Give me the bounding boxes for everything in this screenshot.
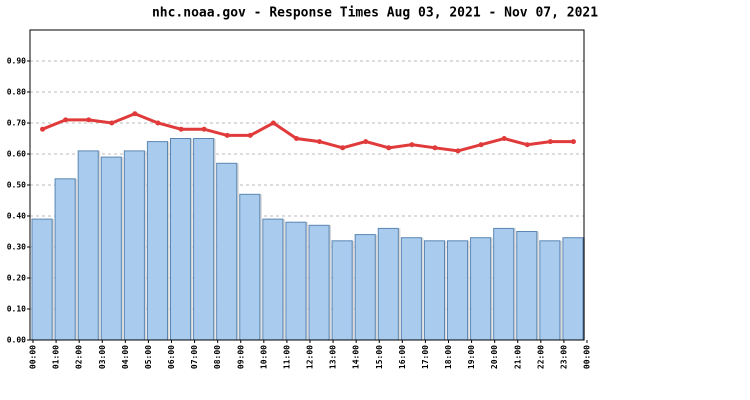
bar <box>423 240 445 341</box>
y-tick-label: 0.20 <box>7 274 26 283</box>
line <box>41 112 574 153</box>
bar <box>493 227 515 341</box>
line-marker <box>524 142 530 148</box>
y-tick-label: 0.70 <box>7 119 26 128</box>
line-marker <box>201 126 207 132</box>
x-tick-label: 12:00 <box>306 345 315 369</box>
x-tick-label: 00:00 <box>583 345 592 369</box>
y-tick-label: 0.50 <box>7 181 26 190</box>
line-marker <box>570 139 576 145</box>
bar <box>400 237 422 341</box>
bar <box>331 240 353 341</box>
bar <box>31 218 53 341</box>
x-tick-label: 04:00 <box>121 345 130 369</box>
x-tick-label: 09:00 <box>236 345 245 369</box>
bar <box>562 237 584 341</box>
x-tick-label: 01:00 <box>52 345 61 369</box>
x-tick-label: 21:00 <box>513 345 522 369</box>
x-tick-label: 23:00 <box>559 345 568 369</box>
x-tick-label: 13:00 <box>329 345 338 369</box>
bar <box>170 138 192 341</box>
x-tick-label: 05:00 <box>144 345 153 369</box>
x-tick-label: 14:00 <box>352 345 361 369</box>
line-marker <box>40 126 46 132</box>
y-tick-label: 0.80 <box>7 88 26 97</box>
line-marker <box>109 120 115 126</box>
line-marker <box>293 136 299 141</box>
bar <box>239 193 261 341</box>
bar <box>516 231 538 341</box>
bar <box>100 156 122 341</box>
y-tick-label: 0.90 <box>7 57 26 66</box>
x-tick-label: 16:00 <box>398 345 407 369</box>
x-tick-label: 19:00 <box>467 345 476 369</box>
x-tick-label: 17:00 <box>421 345 430 369</box>
x-tick-label: 18:00 <box>444 345 453 369</box>
x-tick-label: 11:00 <box>282 345 291 369</box>
plot-frame <box>29 29 585 341</box>
bar <box>193 138 215 341</box>
bar <box>285 221 307 341</box>
bar <box>539 240 561 341</box>
line-marker <box>386 145 392 151</box>
line-marker <box>270 120 276 126</box>
bar <box>146 141 169 341</box>
bar <box>447 240 469 341</box>
bar <box>354 234 376 341</box>
y-tick-label: 0.00 <box>7 336 26 345</box>
x-tick-label: 02:00 <box>75 345 84 369</box>
y-tick-label: 0.40 <box>7 212 26 221</box>
bar <box>262 218 284 341</box>
x-tick-label: 06:00 <box>167 345 176 369</box>
line-marker <box>155 120 161 126</box>
line-marker <box>409 142 415 148</box>
x-tick-label: 03:00 <box>98 345 107 369</box>
line-marker <box>432 145 438 151</box>
bar <box>216 162 238 341</box>
x-tick-label: 20:00 <box>490 345 499 369</box>
line-marker <box>455 148 461 154</box>
line-marker <box>501 136 507 141</box>
line-marker <box>63 117 69 123</box>
line-marker <box>547 139 553 145</box>
y-tick-label: 0.60 <box>7 150 26 159</box>
line-marker <box>317 139 323 145</box>
x-tick-label: 15:00 <box>375 345 384 369</box>
chart-title: nhc.noaa.gov - Response Times Aug 03, 20… <box>152 6 598 21</box>
line-marker <box>363 139 369 145</box>
x-tick-label: 10:00 <box>259 345 268 369</box>
line-marker <box>132 111 138 117</box>
line-marker <box>178 126 184 132</box>
x-tick-label: 07:00 <box>190 345 199 369</box>
line-marker <box>247 132 253 138</box>
line-marker <box>478 142 484 148</box>
x-tick-label: 22:00 <box>536 345 545 369</box>
line-marker <box>224 132 230 138</box>
bar <box>123 150 145 341</box>
line-marker <box>86 117 92 123</box>
bar <box>470 237 492 341</box>
bar <box>377 227 399 341</box>
line-marker <box>340 145 346 151</box>
y-tick-label: 0.30 <box>7 243 26 252</box>
bar <box>54 178 76 341</box>
y-tick-label: 0.10 <box>7 305 26 314</box>
x-tick-label: 00:00 <box>29 345 38 369</box>
bar <box>77 150 99 341</box>
x-tick-label: 08:00 <box>213 345 222 369</box>
bar <box>308 224 330 341</box>
